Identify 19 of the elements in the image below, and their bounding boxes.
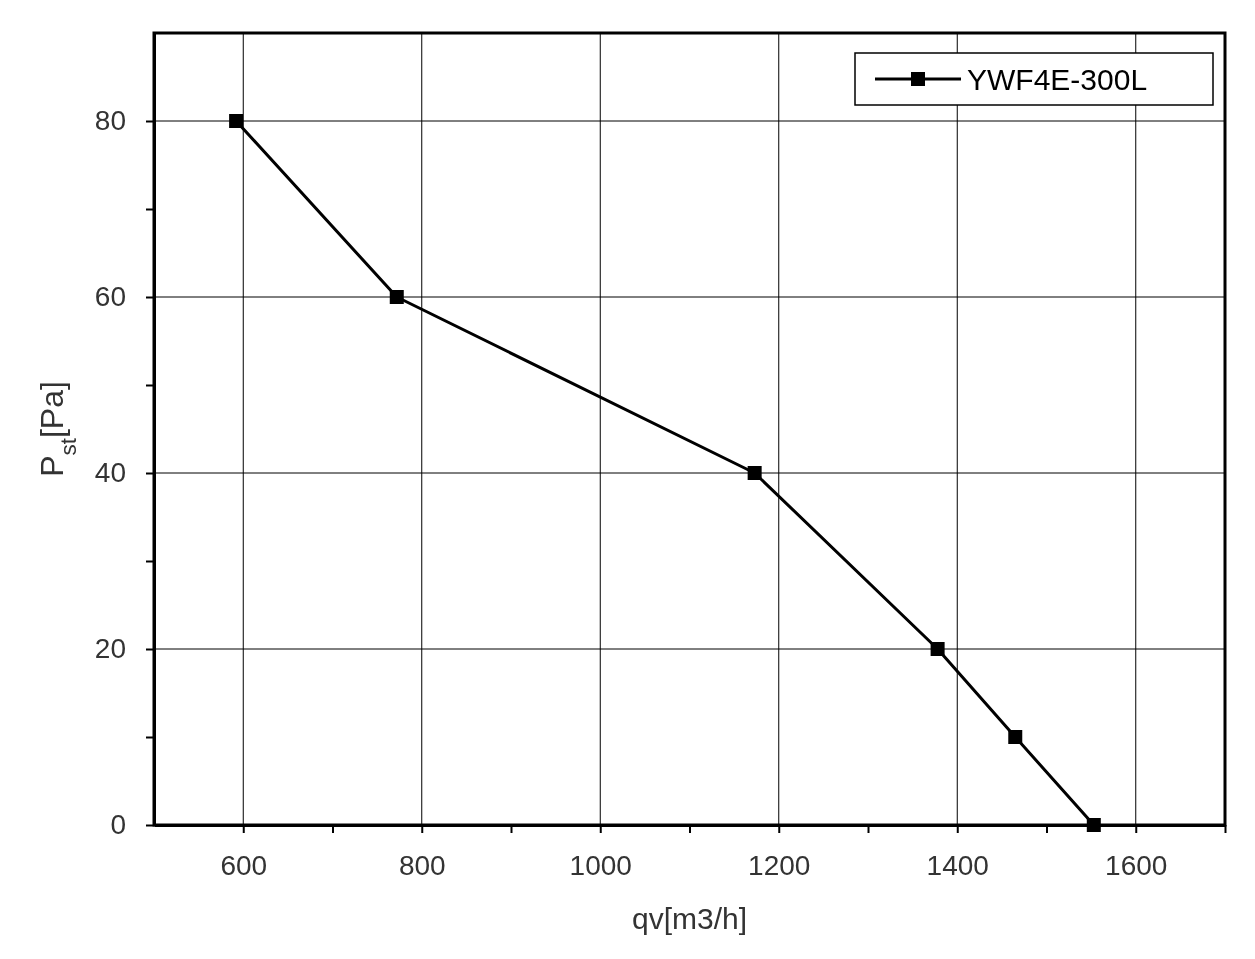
y-tick-label: 80 [94,105,126,137]
y-tick-label: 60 [94,281,126,313]
point [1086,818,1101,832]
point [229,114,244,128]
x-tick-label: 1200 [748,849,811,881]
x-axis-title: qv[m3/h] [631,902,748,935]
y-tick-label: 40 [94,457,126,489]
y-tick-label: 20 [94,633,126,665]
x-tick-label: 1600 [1105,849,1168,881]
y-tick-label: 0 [110,809,126,841]
legend-label: YWF4E-300L [967,63,1148,96]
x-tick-label: 600 [220,849,268,881]
x-tick-label: 800 [398,849,446,881]
point [930,642,945,656]
point [1008,730,1023,744]
x-tick-label: 1400 [926,849,989,881]
point [747,466,762,480]
x-tick-label: 1000 [569,849,632,881]
point [389,290,404,304]
